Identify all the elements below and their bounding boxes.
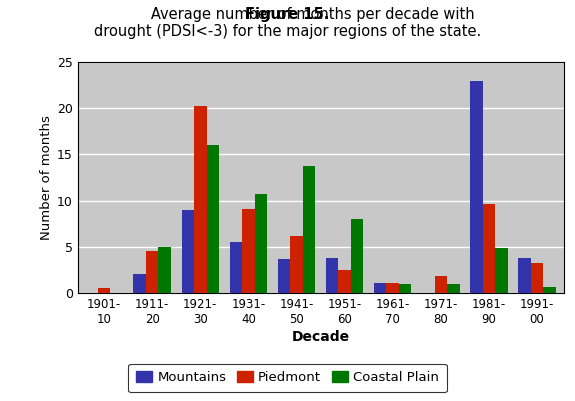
X-axis label: Decade: Decade <box>292 330 350 344</box>
Bar <box>351 219 363 293</box>
Bar <box>146 251 159 293</box>
Bar <box>435 276 447 293</box>
Bar <box>338 269 351 293</box>
Text: Figure 15.: Figure 15. <box>246 7 329 22</box>
Bar <box>206 145 219 293</box>
Bar <box>386 283 399 293</box>
Bar <box>98 288 110 293</box>
Bar <box>194 105 206 293</box>
Bar <box>531 263 543 293</box>
Bar <box>326 258 338 293</box>
Bar <box>290 237 303 293</box>
Legend: Mountains, Piedmont, Coastal Plain: Mountains, Piedmont, Coastal Plain <box>128 364 447 393</box>
Bar <box>229 242 242 293</box>
Bar <box>495 249 508 293</box>
Text: Average number of months per decade with
drought (PDSI<-3) for the major regions: Average number of months per decade with… <box>94 7 481 39</box>
Bar <box>242 209 255 293</box>
Bar <box>374 283 386 293</box>
Bar <box>303 166 315 293</box>
Bar <box>470 81 482 293</box>
Bar <box>482 204 495 293</box>
Y-axis label: Number of months: Number of months <box>40 115 53 240</box>
Bar <box>543 287 556 293</box>
Bar <box>447 284 459 293</box>
Bar <box>182 210 194 293</box>
Bar <box>399 284 412 293</box>
Bar <box>159 247 171 293</box>
Bar <box>278 259 290 293</box>
Bar <box>518 258 531 293</box>
Bar <box>133 274 146 293</box>
Bar <box>255 194 267 293</box>
